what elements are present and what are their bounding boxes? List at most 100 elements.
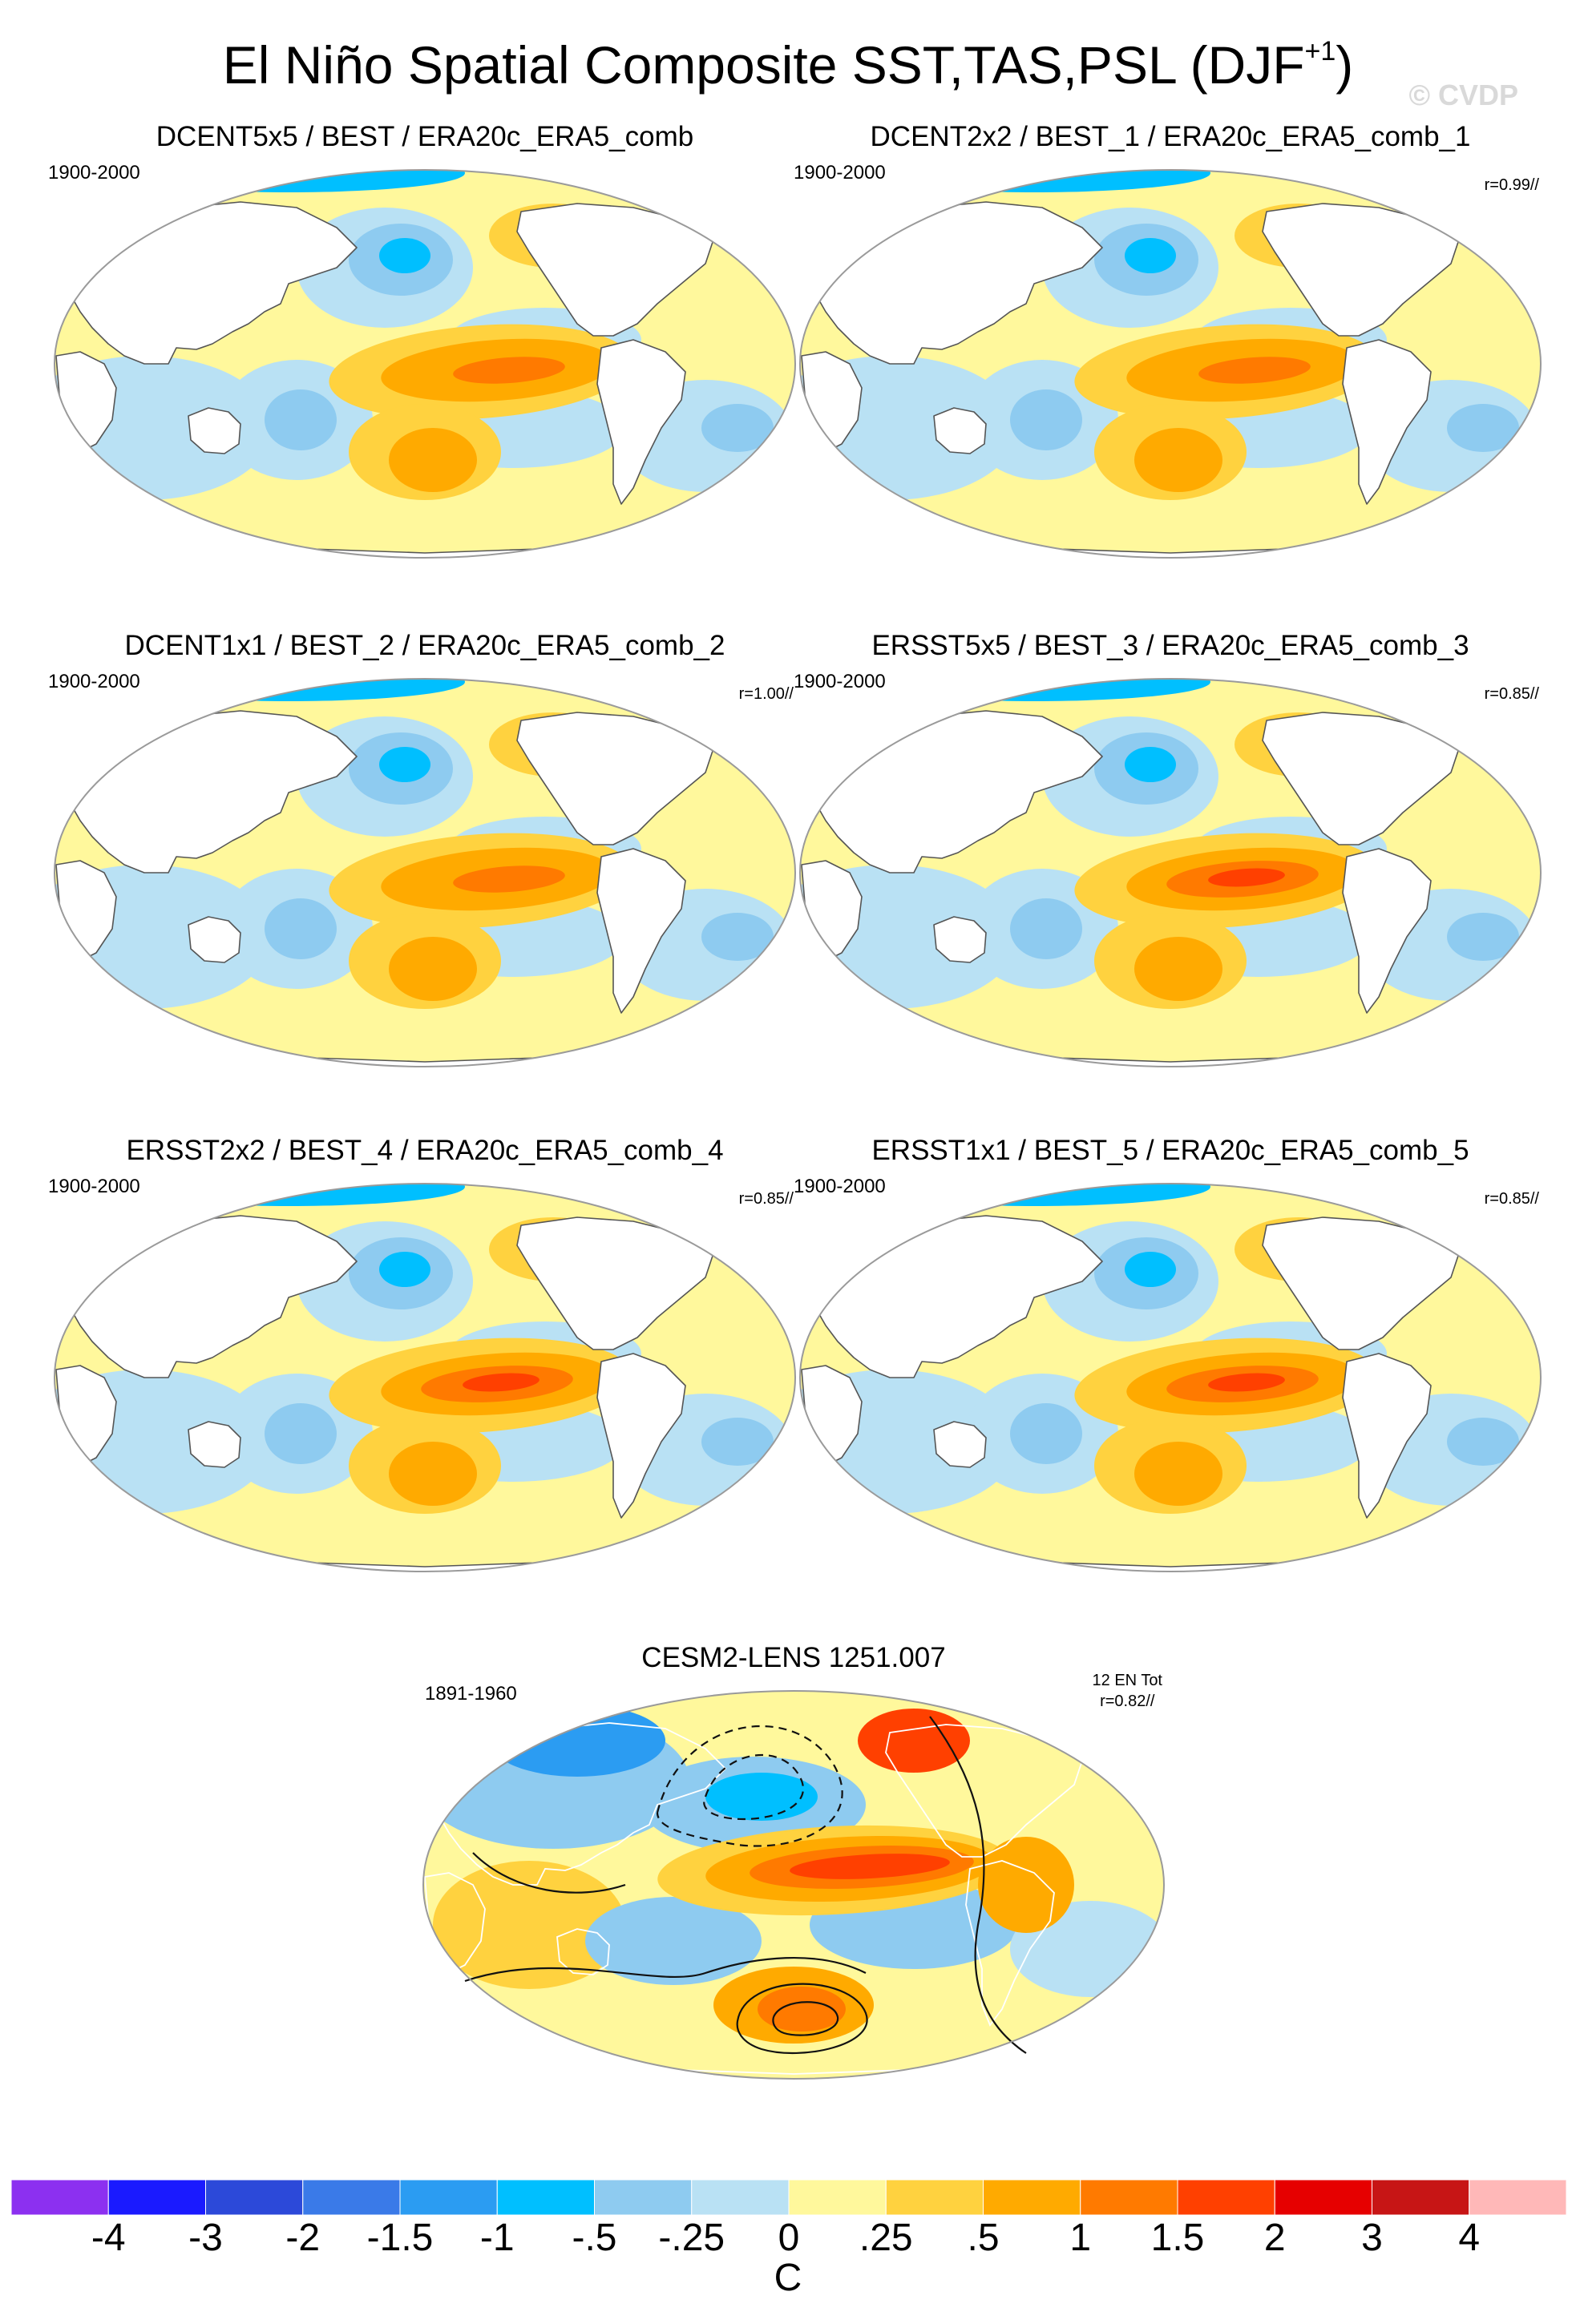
colorbar-tick-label: 3 [1361,2217,1383,2259]
figure-title: El Niño Spatial Composite SST,TAS,PSL (D… [0,24,1576,97]
panel-stats: 12 EN Tot r=0.82// [1093,1670,1162,1712]
map-svg [799,678,1542,1067]
land-australia [933,916,987,963]
colorbar-swatch [1372,2179,1470,2216]
anomaly-field [55,170,795,558]
anomaly-field [55,1184,795,1572]
colorbar-swatch [11,2179,109,2216]
pos-core-spac [389,937,477,1001]
land-south-america [596,1353,686,1519]
neg-center-npac [1125,747,1176,782]
map-outline [54,1183,796,1572]
colorbar-tick-label: 0 [778,2217,800,2259]
land-eurasia-outline [431,1722,727,1886]
colorbar-swatch [107,2179,206,2216]
neg-center-npac [1125,1252,1176,1287]
psl-contour-atl [929,1716,1027,2054]
pos-core-spac [1134,937,1222,1001]
sst-anomaly-map [794,163,1547,564]
colorbar-swatch [983,2179,1081,2216]
neg-core-swpac [265,1403,337,1464]
neg-center-npac [379,1252,430,1287]
land-australia-outline [556,1928,610,1975]
neg-core-swpac [1010,1403,1082,1464]
panel-correlation: r=0.99// [1484,176,1539,194]
colorbar-swatch [205,2179,304,2216]
panel-title: ERSST2x2 / BEST_4 / ERA20c_ERA5_comb_4 [126,1135,724,1166]
map-panel-2: DCENT1x1 / BEST_2 / ERA20c_ERA5_comb_2 1… [48,629,802,1078]
title-superscript: +1 [1304,36,1336,67]
colorbar-tick-label: -1.5 [366,2217,434,2259]
neg-center-npac [1125,238,1176,273]
event-count: 12 EN Tot [1092,1672,1162,1689]
colorbar-unit: C [774,2257,802,2299]
colorbar-tick-label: -.5 [572,2217,617,2259]
land-greenland [1450,710,1512,749]
colorbar-swatch [1080,2179,1178,2216]
land-south-america [1342,1353,1432,1519]
model-map-panel: CESM2-LENS 1251.007 1891-1960 12 EN Tot … [417,1641,1170,2090]
anomaly-field [55,679,795,1067]
map-svg [54,169,796,559]
pos-tongue-peak [790,1854,950,1879]
colorbar-swatch [1274,2179,1372,2216]
panel-correlation: r=0.85// [738,1190,794,1208]
neg-core-npac [705,1773,818,1821]
colorbar-swatch [691,2179,790,2216]
pos-tongue-peak [1208,868,1285,887]
neg-center-npac [379,747,430,782]
map-outline [422,1690,1165,2080]
map-outline [799,169,1542,559]
psl-contour-npac-low-inner [703,1754,805,1821]
panel-correlation: r=0.82// [1100,1693,1155,1710]
map-svg [54,678,796,1067]
land-greenland [1450,1215,1512,1254]
psl-contour-south [464,1956,867,1983]
pos-tongue-peak [463,1373,539,1392]
colorbar-tick-label: 2 [1263,2217,1286,2259]
neg-core-satl [701,404,774,452]
pos-core-spac [389,428,477,492]
map-panel-5: ERSST1x1 / BEST_5 / ERA20c_ERA5_comb_5 1… [794,1134,1547,1583]
panel-years: 1900-2000 [794,162,886,184]
neg-core-swpac [1010,389,1082,450]
pos-tongue-strong [453,357,565,384]
colorbar-tick-label: .25 [859,2217,913,2259]
sst-psl-anomaly-map [417,1684,1170,2085]
sst-anomaly-map [48,1177,802,1578]
panel-correlation: r=1.00// [738,685,794,703]
pos-tongue-peak [1208,1373,1285,1392]
psl-contour-npac-low [656,1725,843,1847]
pos-core-spac [1134,428,1222,492]
panel-title: CESM2-LENS 1251.007 [641,1642,946,1673]
colorbar-swatch [1469,2179,1566,2216]
land-greenland [1450,201,1512,240]
panel-title: ERSST5x5 / BEST_3 / ERA20c_ERA5_comb_3 [871,630,1469,661]
map-outline [799,1183,1542,1572]
panel-years: 1891-1960 [425,1683,517,1705]
neg-core-siberia [489,1705,665,1777]
panel-title: ERSST1x1 / BEST_5 / ERA20c_ERA5_comb_5 [871,1135,1469,1166]
colorbar-swatch [788,2179,887,2216]
anomaly-field [800,679,1541,1067]
panel-correlation: r=0.85// [1484,685,1539,703]
land-south-america [1342,848,1432,1014]
psl-contour-spac-high-inner [772,2001,839,2036]
land-south-america [1342,339,1432,505]
panel-years: 1900-2000 [48,1176,140,1197]
neg-core-swpac [1010,898,1082,959]
land-greenland-outline [1073,1722,1136,1761]
title-text: El Niño Spatial Composite SST,TAS,PSL (D… [222,35,1305,95]
land-australia [933,407,987,454]
neg-lobe-swpac [585,1897,762,1985]
neg-core-satl [701,1418,774,1466]
pos-core-spac [1134,1442,1222,1506]
colorbar-swatch [302,2179,401,2216]
colorbar-tick-label: -3 [188,2217,223,2259]
colorbar-swatch [496,2179,595,2216]
colorbar-tick-label: 1 [1069,2217,1092,2259]
cvdp-watermark: © CVDP [1408,79,1518,111]
colorbar-tick-label: 1.5 [1150,2217,1205,2259]
sst-anomaly-map [48,672,802,1073]
panel-title: DCENT2x2 / BEST_1 / ERA20c_ERA5_comb_1 [870,121,1471,152]
